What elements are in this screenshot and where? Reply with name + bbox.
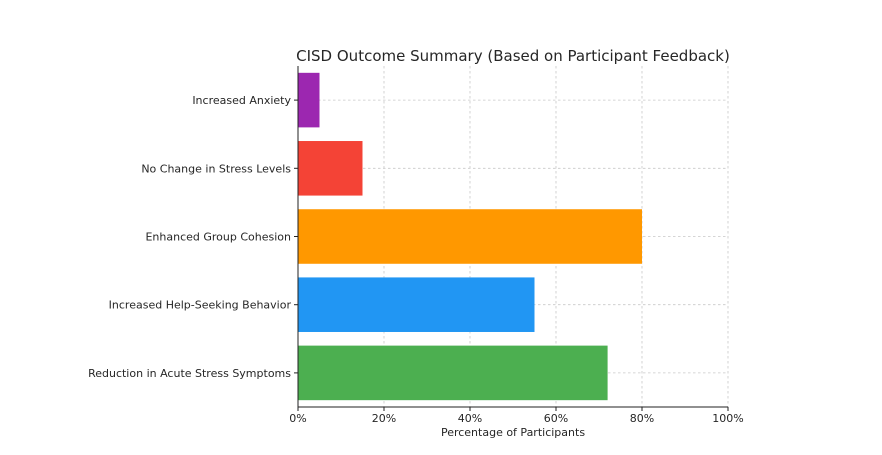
y-tick-label: No Change in Stress Levels [141, 162, 291, 175]
chart-title: CISD Outcome Summary (Based on Participa… [296, 47, 730, 65]
bar [298, 72, 320, 128]
x-tick-label: 20% [372, 412, 396, 425]
bar [298, 345, 608, 401]
bar [298, 141, 363, 196]
bar [298, 277, 535, 332]
x-axis-ticks: 0% 20% 40% 60% 80% 100% [289, 407, 744, 425]
x-tick-label: 100% [712, 412, 743, 425]
x-tick-label: 80% [630, 412, 654, 425]
x-axis-label: Percentage of Participants [441, 426, 585, 439]
x-tick-label: 60% [544, 412, 568, 425]
x-tick-label: 40% [458, 412, 482, 425]
y-axis-labels: Reduction in Acute Stress Symptoms Increa… [88, 94, 298, 380]
bar [298, 209, 642, 264]
bars [298, 72, 642, 401]
y-tick-label: Increased Help-Seeking Behavior [109, 299, 292, 312]
y-tick-label: Reduction in Acute Stress Symptoms [88, 367, 291, 380]
y-tick-label: Enhanced Group Cohesion [145, 231, 291, 244]
x-tick-label: 0% [289, 412, 306, 425]
y-tick-label: Increased Anxiety [192, 94, 291, 107]
